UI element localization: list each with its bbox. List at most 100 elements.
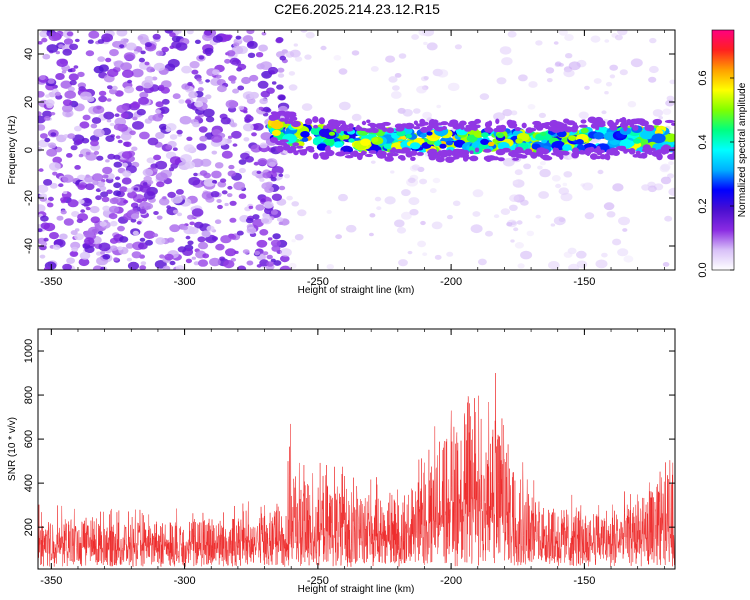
spectrogram-cell [132,230,139,236]
spectrogram-cell [58,183,64,188]
spectrogram-cell [232,143,238,147]
spectrogram-cell [185,161,196,169]
spectrogram-cell [277,73,285,78]
spectrogram-cell [56,58,68,67]
spectrogram-cell [80,209,86,213]
spectrogram-cell [153,62,166,71]
spectrogram-cell [517,263,525,269]
spectrogram-cell [132,207,137,211]
snr-series-line [38,373,675,567]
spectrogram-signal-cell [593,132,604,140]
spectrogram-cell [122,69,134,79]
spectrogram-cell [235,35,242,40]
snr-panel: -350 -300 -250 -200 -150 200 400 600 800 1000 Hei… [7,328,676,595]
spectrogram-signal-edge [276,145,284,153]
spectrogram-cell [560,192,573,202]
colorbar-gradient [711,29,735,271]
spectrogram-signal-edge [655,149,666,154]
spectrogram-cell [432,177,441,184]
spectrogram-cell [101,33,113,42]
snr-ytick-label: 400 [23,474,35,492]
spectrogram-cell [426,42,438,51]
spectrogram-cell [266,261,274,267]
spectrogram-cell [153,154,162,161]
spectrogram-cell [63,218,74,226]
spectrogram-signal-edge [336,126,342,134]
spectrogram-cell [326,264,334,270]
spectrogram-signal-cell [651,133,666,144]
spectrogram-cell [90,216,101,224]
spectrogram-cell [205,116,215,123]
colorbar-tick-label: 0.4 [697,134,709,149]
spectrogram-cell [227,135,233,139]
spectrogram-cell [183,144,195,153]
spectrogram-cell [390,91,402,99]
spectrogram-cell [262,172,272,179]
spectrogram-cell [153,211,159,215]
spectrogram-cell [224,202,229,207]
spectrogram-cell [117,225,125,232]
spectrogram-signal-edge [514,127,521,132]
spectrogram-xtick-label: -350 [40,276,62,288]
spectrogram-cell [472,211,481,217]
spectrogram-cell [85,206,91,211]
spectrogram-cell [60,197,68,203]
spectrogram-signal-cell [515,138,523,144]
spectrogram-signal-cell [333,141,344,148]
spectrogram-cell [41,37,48,43]
spectrogram-cell [402,109,413,117]
spectrogram-cell [48,142,57,149]
spectrogram-cell [117,139,123,144]
spectrogram-cell [597,169,604,175]
spectrogram-cell [49,232,59,240]
spectrogram-cell [245,156,254,163]
spectrogram-signal-cell [270,120,284,130]
spectrogram-signal-edge [664,119,675,124]
spectrogram-cell [59,233,68,240]
spectrogram-cell [55,73,65,80]
spectrogram-cell [167,237,175,243]
spectrogram-cell [172,209,179,214]
spectrogram-cell [172,147,178,151]
spectrogram-cell [62,48,72,56]
spectrogram-signal-cell [540,131,547,136]
spectrogram-signal-edge [618,118,626,123]
spectrogram-signal-edge [435,122,444,126]
spectrogram-cell [189,60,200,69]
spectrogram-cell [111,85,118,91]
spectrogram-cell [96,105,102,110]
spectrogram-cell [109,122,115,127]
spectrogram-signal-edge [468,120,478,126]
spectrogram-cell [408,177,416,184]
spectrogram-cell [138,242,148,250]
spectrogram-xlabel: Height of straight line (km) [298,285,415,296]
spectrogram-cell [270,209,278,215]
spectrogram-cell [135,85,144,92]
spectrogram-cell [211,150,218,155]
spectrogram-cell [407,250,413,255]
spectrogram-signal-cell [328,131,336,136]
spectrogram-cell [563,69,575,78]
spectrogram-cell [43,179,53,186]
spectrogram-cell [158,197,170,206]
spectrogram-cell [242,249,250,255]
spectrogram-cell [109,197,119,205]
spectrogram-cell [78,258,90,267]
spectrogram-cell [161,98,170,105]
spectrogram-signal-edge [289,145,297,151]
spectrogram-signal-edge [506,119,514,127]
spectrogram-cell [162,196,167,200]
spectrogram-cell [88,30,100,39]
spectrogram-cell [220,117,231,125]
spectrogram-signal-edge [535,150,544,157]
spectrogram-signal-edge [292,142,300,147]
spectrogram-cell [609,64,618,71]
spectrogram-signal-edge [325,149,335,157]
spectrogram-cell [58,44,64,49]
spectrogram-ytick-label: 0 [23,147,35,153]
spectrogram-signal-edge [578,124,588,128]
spectrogram-signal-edge [420,126,429,133]
spectrogram-cell [123,141,130,147]
spectrogram-cell [152,113,163,122]
spectrogram-cell [253,123,264,131]
